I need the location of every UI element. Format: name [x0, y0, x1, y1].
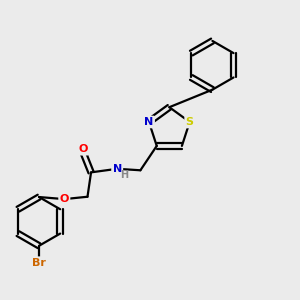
Text: O: O	[60, 194, 69, 204]
Text: O: O	[78, 144, 87, 154]
Text: N: N	[144, 117, 154, 127]
Text: N: N	[112, 164, 122, 174]
Text: Br: Br	[32, 258, 46, 268]
Text: S: S	[186, 117, 194, 127]
Text: H: H	[120, 170, 128, 180]
